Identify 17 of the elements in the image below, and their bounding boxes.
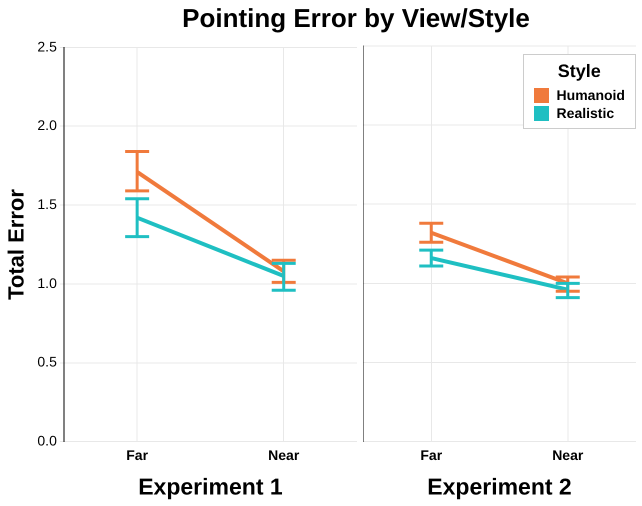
y-tick-label: 1.0 xyxy=(37,274,58,291)
y-axis-title: Total Error xyxy=(3,188,28,300)
y-tick-label: 0.5 xyxy=(37,354,58,370)
chart-title: Pointing Error by View/Style xyxy=(181,2,531,35)
legend-label: Humanoid xyxy=(556,86,625,104)
x-tick-label: Near xyxy=(552,446,584,463)
x-tick-label: Far xyxy=(420,446,443,463)
x-tick-label: Near xyxy=(268,446,300,463)
x-tick-label: Far xyxy=(126,446,149,463)
legend-label: Realistic xyxy=(556,104,614,122)
x-axis-title: Experiment 1 xyxy=(138,474,283,500)
legend-title: Style xyxy=(556,61,602,82)
y-tick-label: 2.5 xyxy=(37,38,58,54)
y-tick-label: 1.5 xyxy=(37,196,58,212)
y-tick-label: 2.0 xyxy=(37,117,58,134)
x-axis-title: Experiment 2 xyxy=(427,474,572,500)
y-tick-label: 0.0 xyxy=(37,432,58,448)
